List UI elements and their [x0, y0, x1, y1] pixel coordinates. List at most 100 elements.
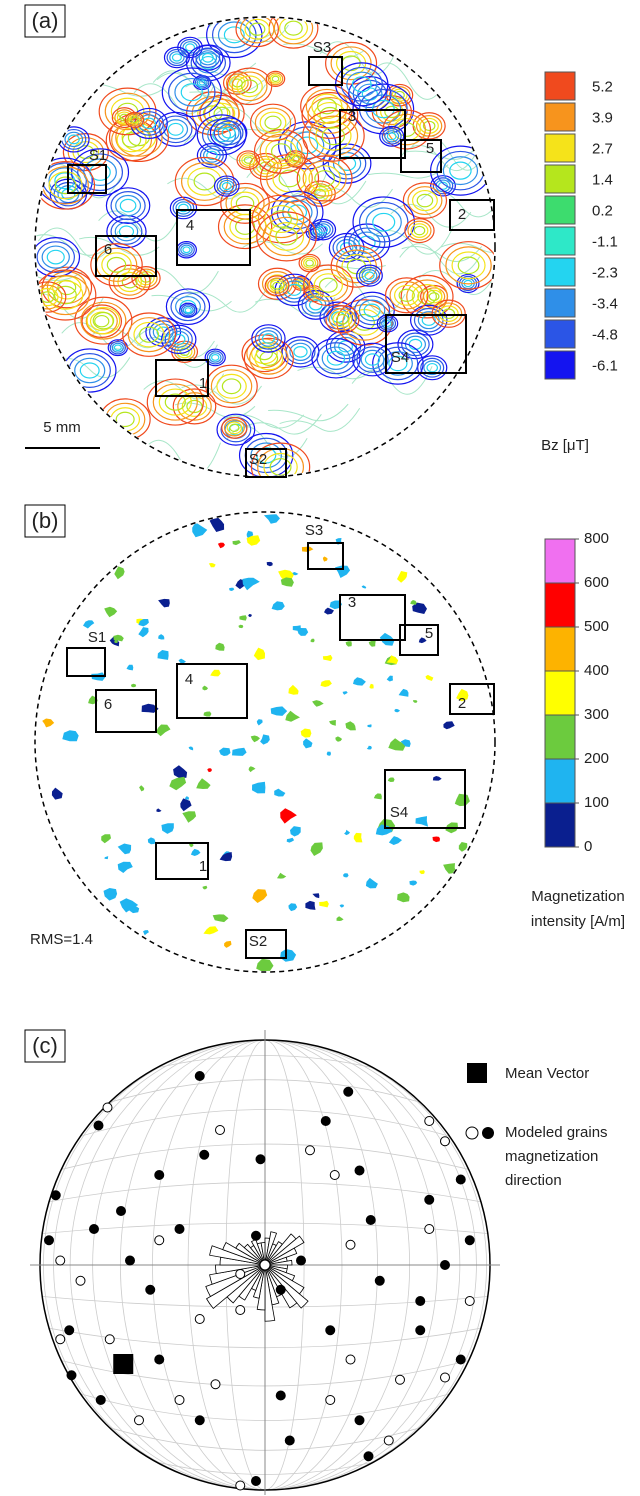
- grain: [179, 659, 187, 664]
- grain: [397, 571, 407, 583]
- grain-direction-lower: [285, 1436, 294, 1445]
- grain: [264, 514, 280, 524]
- colorbar-tick-label: -3.4: [592, 295, 618, 312]
- field-anomaly: [266, 71, 284, 86]
- grain: [210, 670, 221, 677]
- colorbar-block: [545, 289, 575, 317]
- field-anomaly: [353, 197, 414, 247]
- grain: [83, 620, 94, 628]
- grain: [329, 720, 336, 726]
- field-anomaly: [236, 196, 253, 210]
- grain: [209, 563, 216, 567]
- field-anomaly: [414, 226, 424, 234]
- grain: [271, 706, 288, 716]
- field-anomaly: [422, 315, 435, 325]
- field-anomaly: [413, 191, 438, 211]
- grain-direction-lower: [456, 1355, 465, 1364]
- grain-direction-lower: [96, 1396, 105, 1405]
- grain: [344, 830, 350, 835]
- grain-direction-lower: [67, 1371, 76, 1380]
- grain: [399, 689, 409, 697]
- grain: [104, 856, 108, 859]
- grain: [327, 752, 331, 756]
- legend-label: Mean Vector: [505, 1065, 589, 1082]
- colorbar-block: [545, 134, 575, 162]
- colorbar-block: [545, 671, 575, 715]
- grain-direction-upper: [306, 1146, 315, 1155]
- field-anomaly: [271, 211, 292, 227]
- region-label: S3: [313, 39, 331, 56]
- region-label: S1: [89, 147, 107, 164]
- grain-direction-lower: [355, 1416, 364, 1425]
- grain-direction-upper: [425, 1225, 434, 1234]
- field-anomaly: [114, 345, 121, 350]
- grain: [293, 625, 301, 630]
- grain-direction-lower: [146, 1285, 155, 1294]
- grain: [413, 700, 418, 703]
- grain: [158, 599, 170, 608]
- region-label: S2: [249, 933, 267, 950]
- grain: [233, 540, 241, 545]
- grain: [366, 878, 378, 889]
- grain: [204, 712, 212, 717]
- region-label: 6: [104, 696, 112, 713]
- grain-direction-lower: [175, 1225, 184, 1234]
- field-anomaly: [411, 305, 447, 335]
- grain: [156, 808, 161, 812]
- grain-direction-lower: [425, 1195, 434, 1204]
- grain: [148, 837, 156, 844]
- grain: [257, 719, 263, 725]
- region-label: 6: [104, 241, 112, 258]
- field-anomaly: [170, 197, 196, 218]
- grain-direction-upper: [56, 1335, 65, 1344]
- grain-direction-lower: [200, 1150, 209, 1159]
- region-box: [308, 543, 343, 569]
- colorbar-block: [545, 196, 575, 224]
- field-anomaly: [63, 349, 115, 392]
- region-label: S3: [305, 522, 323, 539]
- grain: [207, 768, 212, 772]
- grain-direction-upper: [346, 1240, 355, 1249]
- panel-label: (b): [32, 508, 59, 533]
- grain: [433, 776, 442, 781]
- field-anomaly: [172, 54, 181, 61]
- grain-direction-upper: [441, 1373, 450, 1382]
- grain-direction-lower: [366, 1216, 375, 1225]
- grain-direction-upper: [135, 1416, 144, 1425]
- field-anomaly: [111, 408, 140, 431]
- field-anomaly: [427, 364, 437, 372]
- field-anomaly: [116, 412, 134, 426]
- grain-direction-upper: [326, 1396, 335, 1405]
- grain-direction-lower: [465, 1236, 474, 1245]
- grain-direction-lower: [321, 1117, 330, 1126]
- grain: [138, 627, 148, 637]
- region-label: 3: [348, 594, 356, 611]
- grain: [397, 892, 410, 902]
- field-anomaly: [159, 389, 191, 415]
- field-anomaly: [120, 199, 135, 211]
- field-anomaly: [265, 116, 281, 129]
- grain-direction-upper: [105, 1335, 114, 1344]
- field-anomaly: [42, 246, 69, 268]
- grain-direction-upper: [236, 1306, 245, 1315]
- grain: [290, 826, 301, 836]
- grain: [248, 614, 252, 617]
- grain: [288, 903, 297, 911]
- field-anomaly: [269, 8, 318, 48]
- region-box: [450, 684, 494, 714]
- region-label: 1: [199, 858, 207, 875]
- grain-direction-lower: [297, 1256, 306, 1265]
- grain: [156, 725, 171, 737]
- field-anomaly: [373, 213, 395, 231]
- grain: [311, 842, 323, 856]
- grain: [203, 926, 218, 934]
- field-anomaly: [100, 399, 150, 440]
- grain: [346, 641, 352, 646]
- field-anomaly: [116, 196, 141, 216]
- grain: [321, 680, 332, 687]
- region-label: 2: [458, 695, 466, 712]
- contour-line: [50, 357, 130, 377]
- grain: [374, 793, 382, 799]
- colorbar-tick-label: 400: [584, 662, 609, 679]
- colorbar-block: [545, 103, 575, 131]
